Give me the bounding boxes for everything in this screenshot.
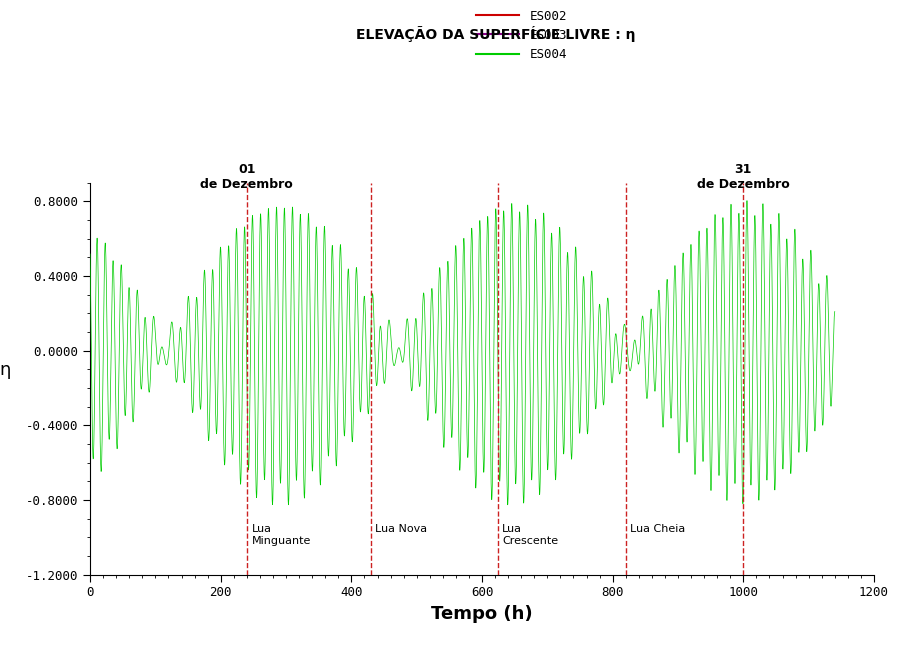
Text: Lua Cheia: Lua Cheia xyxy=(630,524,685,534)
Text: 01
de Dezembro: 01 de Dezembro xyxy=(201,163,293,191)
Text: Lua
Minguante: Lua Minguante xyxy=(251,524,311,546)
Legend: ES001, ES002, ES003, ES004: ES001, ES002, ES003, ES004 xyxy=(470,0,572,66)
Y-axis label: η: η xyxy=(0,360,11,379)
X-axis label: Tempo (h): Tempo (h) xyxy=(432,605,532,623)
Text: Lua
Crescente: Lua Crescente xyxy=(502,524,559,546)
Text: 31
de Dezembro: 31 de Dezembro xyxy=(697,163,789,191)
Text: Lua Nova: Lua Nova xyxy=(375,524,427,534)
Text: ELEVAÇÃO DA SUPERFÍCIE LIVRE : η: ELEVAÇÃO DA SUPERFÍCIE LIVRE : η xyxy=(356,26,635,42)
